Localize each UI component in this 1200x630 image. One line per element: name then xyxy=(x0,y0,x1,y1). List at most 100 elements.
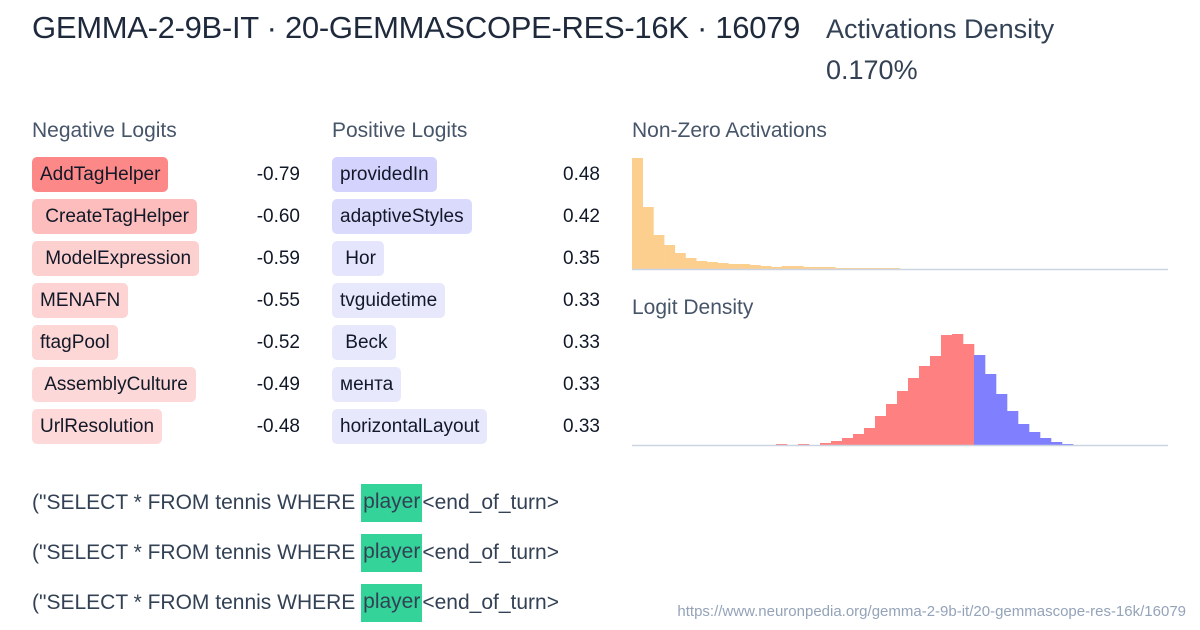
positive-logit-token: Beck xyxy=(332,325,396,360)
negative-logit-bar xyxy=(875,416,887,445)
activation-bar xyxy=(642,207,654,269)
negative-logit-token: CreateTagHelper xyxy=(32,199,197,234)
positive-logits-title: Positive Logits xyxy=(332,119,468,142)
example-prefix: ("SELECT * FROM tennis WHERE xyxy=(32,541,362,564)
activation-bar xyxy=(846,268,857,269)
negative-logit-value: -0.52 xyxy=(256,332,300,353)
page-title: GEMMA-2-9B-IT · 20-GEMMASCOPE-RES-16K · … xyxy=(32,10,801,45)
activation-bar xyxy=(728,264,740,269)
negative-logit-row: AssemblyCulture -0.49 xyxy=(32,367,300,409)
negative-logit-bar xyxy=(831,441,843,445)
example-prefix: ("SELECT * FROM tennis WHERE xyxy=(32,591,362,614)
positive-logit-bar xyxy=(985,374,997,445)
example-highlight-token: player xyxy=(361,484,423,522)
positive-logit-value: 0.48 xyxy=(563,164,600,185)
activation-bar xyxy=(813,267,825,269)
activation-bar xyxy=(696,261,708,269)
negative-logit-bar xyxy=(853,434,865,445)
logit-density-title: Logit Density xyxy=(632,296,754,319)
activation-bar xyxy=(803,267,815,269)
positive-logit-bar xyxy=(1007,411,1019,445)
logit-density-histogram-svg xyxy=(632,334,1168,447)
example-suffix: <end_of_turn> xyxy=(422,491,559,514)
example-suffix: <end_of_turn> xyxy=(422,591,559,614)
negative-logits-list: AddTagHelper -0.79 CreateTagHelper -0.60 M… xyxy=(32,157,300,451)
negative-logit-bar xyxy=(820,443,832,445)
activation-examples: ("SELECT * FROM tennis WHERE player <end_… xyxy=(32,478,559,628)
positive-logit-bar xyxy=(1062,444,1074,445)
activation-example: ("SELECT * FROM tennis WHERE player <end_… xyxy=(32,528,559,578)
activation-bar xyxy=(653,235,665,269)
activation-bar xyxy=(888,268,900,269)
positive-logit-token: мента xyxy=(332,367,402,402)
positive-logit-row: providedIn 0.48 xyxy=(332,157,600,199)
negative-logit-token: ModelExpression xyxy=(32,241,200,276)
negative-logit-token: AddTagHelper xyxy=(32,157,169,192)
positive-logit-token: tvguidetime xyxy=(332,283,446,318)
negative-logit-value: -0.60 xyxy=(256,206,300,227)
positive-logit-value: 0.33 xyxy=(563,290,600,311)
negative-logit-value: -0.55 xyxy=(256,290,300,311)
negative-logit-bar xyxy=(930,356,942,445)
activation-bar xyxy=(781,266,793,269)
positive-logit-row: Hor 0.35 xyxy=(332,241,600,283)
negative-logit-bar xyxy=(864,428,876,445)
positive-logit-value: 0.33 xyxy=(563,374,600,395)
logit-density-histogram xyxy=(632,326,1168,448)
negative-logit-bar xyxy=(897,391,909,445)
positive-logit-bar xyxy=(974,355,986,445)
positive-logit-row: Beck 0.33 xyxy=(332,325,600,367)
activation-bar xyxy=(867,268,879,269)
negative-logit-token: UrlResolution xyxy=(32,409,163,444)
activation-bar xyxy=(856,268,868,269)
positive-logit-row: tvguidetime 0.33 xyxy=(332,283,600,325)
positive-logit-bar xyxy=(1040,438,1052,445)
negative-logit-value: -0.59 xyxy=(256,248,300,269)
positive-logits-list: providedIn 0.48 adaptiveStyles 0.42 Hor 0.35… xyxy=(332,157,600,451)
positive-logit-token: Hor xyxy=(332,241,384,276)
positive-logit-token: providedIn xyxy=(332,157,437,192)
positive-logit-bar xyxy=(1051,442,1063,445)
non-zero-activations-histogram xyxy=(632,150,1168,272)
negative-logit-bar xyxy=(908,378,920,445)
negative-logit-bar xyxy=(952,334,964,445)
negative-logit-bar xyxy=(842,438,854,445)
example-prefix: ("SELECT * FROM tennis WHERE xyxy=(32,491,362,514)
negative-logit-row: MENAFN -0.55 xyxy=(32,283,300,325)
activations-density-value: 0.170% xyxy=(826,55,918,85)
negative-logit-row: UrlResolution -0.48 xyxy=(32,409,300,451)
negative-logit-bar xyxy=(798,444,810,445)
negative-logit-bar xyxy=(963,344,975,445)
positive-logit-bar xyxy=(1029,432,1041,445)
activation-bar xyxy=(632,158,643,269)
example-highlight-token: player xyxy=(361,534,423,572)
activation-bar xyxy=(674,253,686,269)
positive-logit-bar xyxy=(1018,424,1030,445)
activations-density-label: Activations Density xyxy=(826,14,1055,44)
positive-logit-token: adaptiveStyles xyxy=(332,199,472,234)
activation-bar xyxy=(664,245,676,269)
negative-logits-title: Negative Logits xyxy=(32,119,177,142)
non-zero-activations-title: Non-Zero Activations xyxy=(632,119,827,142)
activation-bar xyxy=(792,266,804,269)
negative-logit-bar xyxy=(776,444,788,445)
negative-logit-row: CreateTagHelper -0.60 xyxy=(32,199,300,241)
positive-logit-value: 0.42 xyxy=(563,206,600,227)
negative-logit-bar xyxy=(941,335,953,445)
activation-bar xyxy=(835,268,847,269)
positive-logit-value: 0.33 xyxy=(563,332,600,353)
footer-url[interactable]: https://www.neuronpedia.org/gemma-2-9b-i… xyxy=(677,603,1186,620)
positive-logit-value: 0.35 xyxy=(563,248,600,269)
activation-bar xyxy=(878,268,890,269)
negative-logit-row: ftagPool -0.52 xyxy=(32,325,300,367)
negative-logit-token: AssemblyCulture xyxy=(32,367,196,402)
activations-histogram-svg xyxy=(632,158,1168,271)
activation-bar xyxy=(760,266,772,269)
negative-logit-value: -0.48 xyxy=(256,416,300,437)
activation-bar xyxy=(749,265,761,269)
activation-bar xyxy=(739,264,750,269)
positive-logit-token: horizontalLayout xyxy=(332,409,488,444)
activation-example: ("SELECT * FROM tennis WHERE player <end_… xyxy=(32,578,559,628)
activation-bar xyxy=(706,262,718,269)
example-highlight-token: player xyxy=(361,584,423,622)
